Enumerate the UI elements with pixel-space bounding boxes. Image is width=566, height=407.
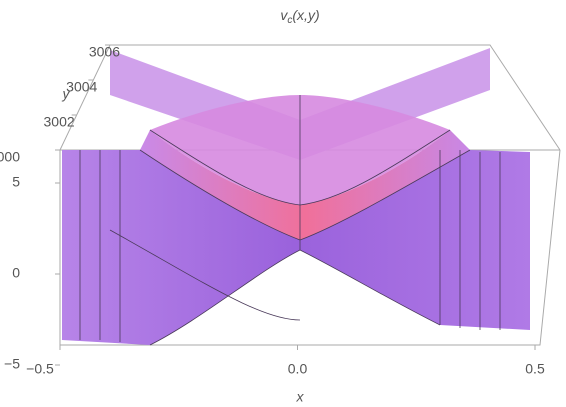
y-tick-label: 3004	[66, 79, 97, 95]
x-tick-label: −0.5	[26, 361, 54, 377]
title-main: v	[280, 7, 288, 23]
surface	[62, 48, 530, 346]
title-suffix: (x,y)	[292, 7, 319, 23]
chart-title: vc(x,y)	[280, 7, 319, 26]
title-subscript: c	[287, 15, 292, 26]
x-axis-label: x	[296, 389, 305, 405]
z-tick-label: −5	[4, 356, 20, 372]
z-tick-label: 0	[12, 265, 20, 281]
y-axis-label: y	[62, 86, 71, 102]
y-tick-label: 3002	[44, 114, 75, 130]
y-tick-label: 3006	[89, 44, 120, 60]
y-tick-label: 3000	[0, 149, 20, 165]
z-tick-label: 5	[12, 174, 20, 190]
x-tick-label: 0.0	[288, 361, 308, 377]
x-tick-label: 0.5	[525, 361, 545, 377]
